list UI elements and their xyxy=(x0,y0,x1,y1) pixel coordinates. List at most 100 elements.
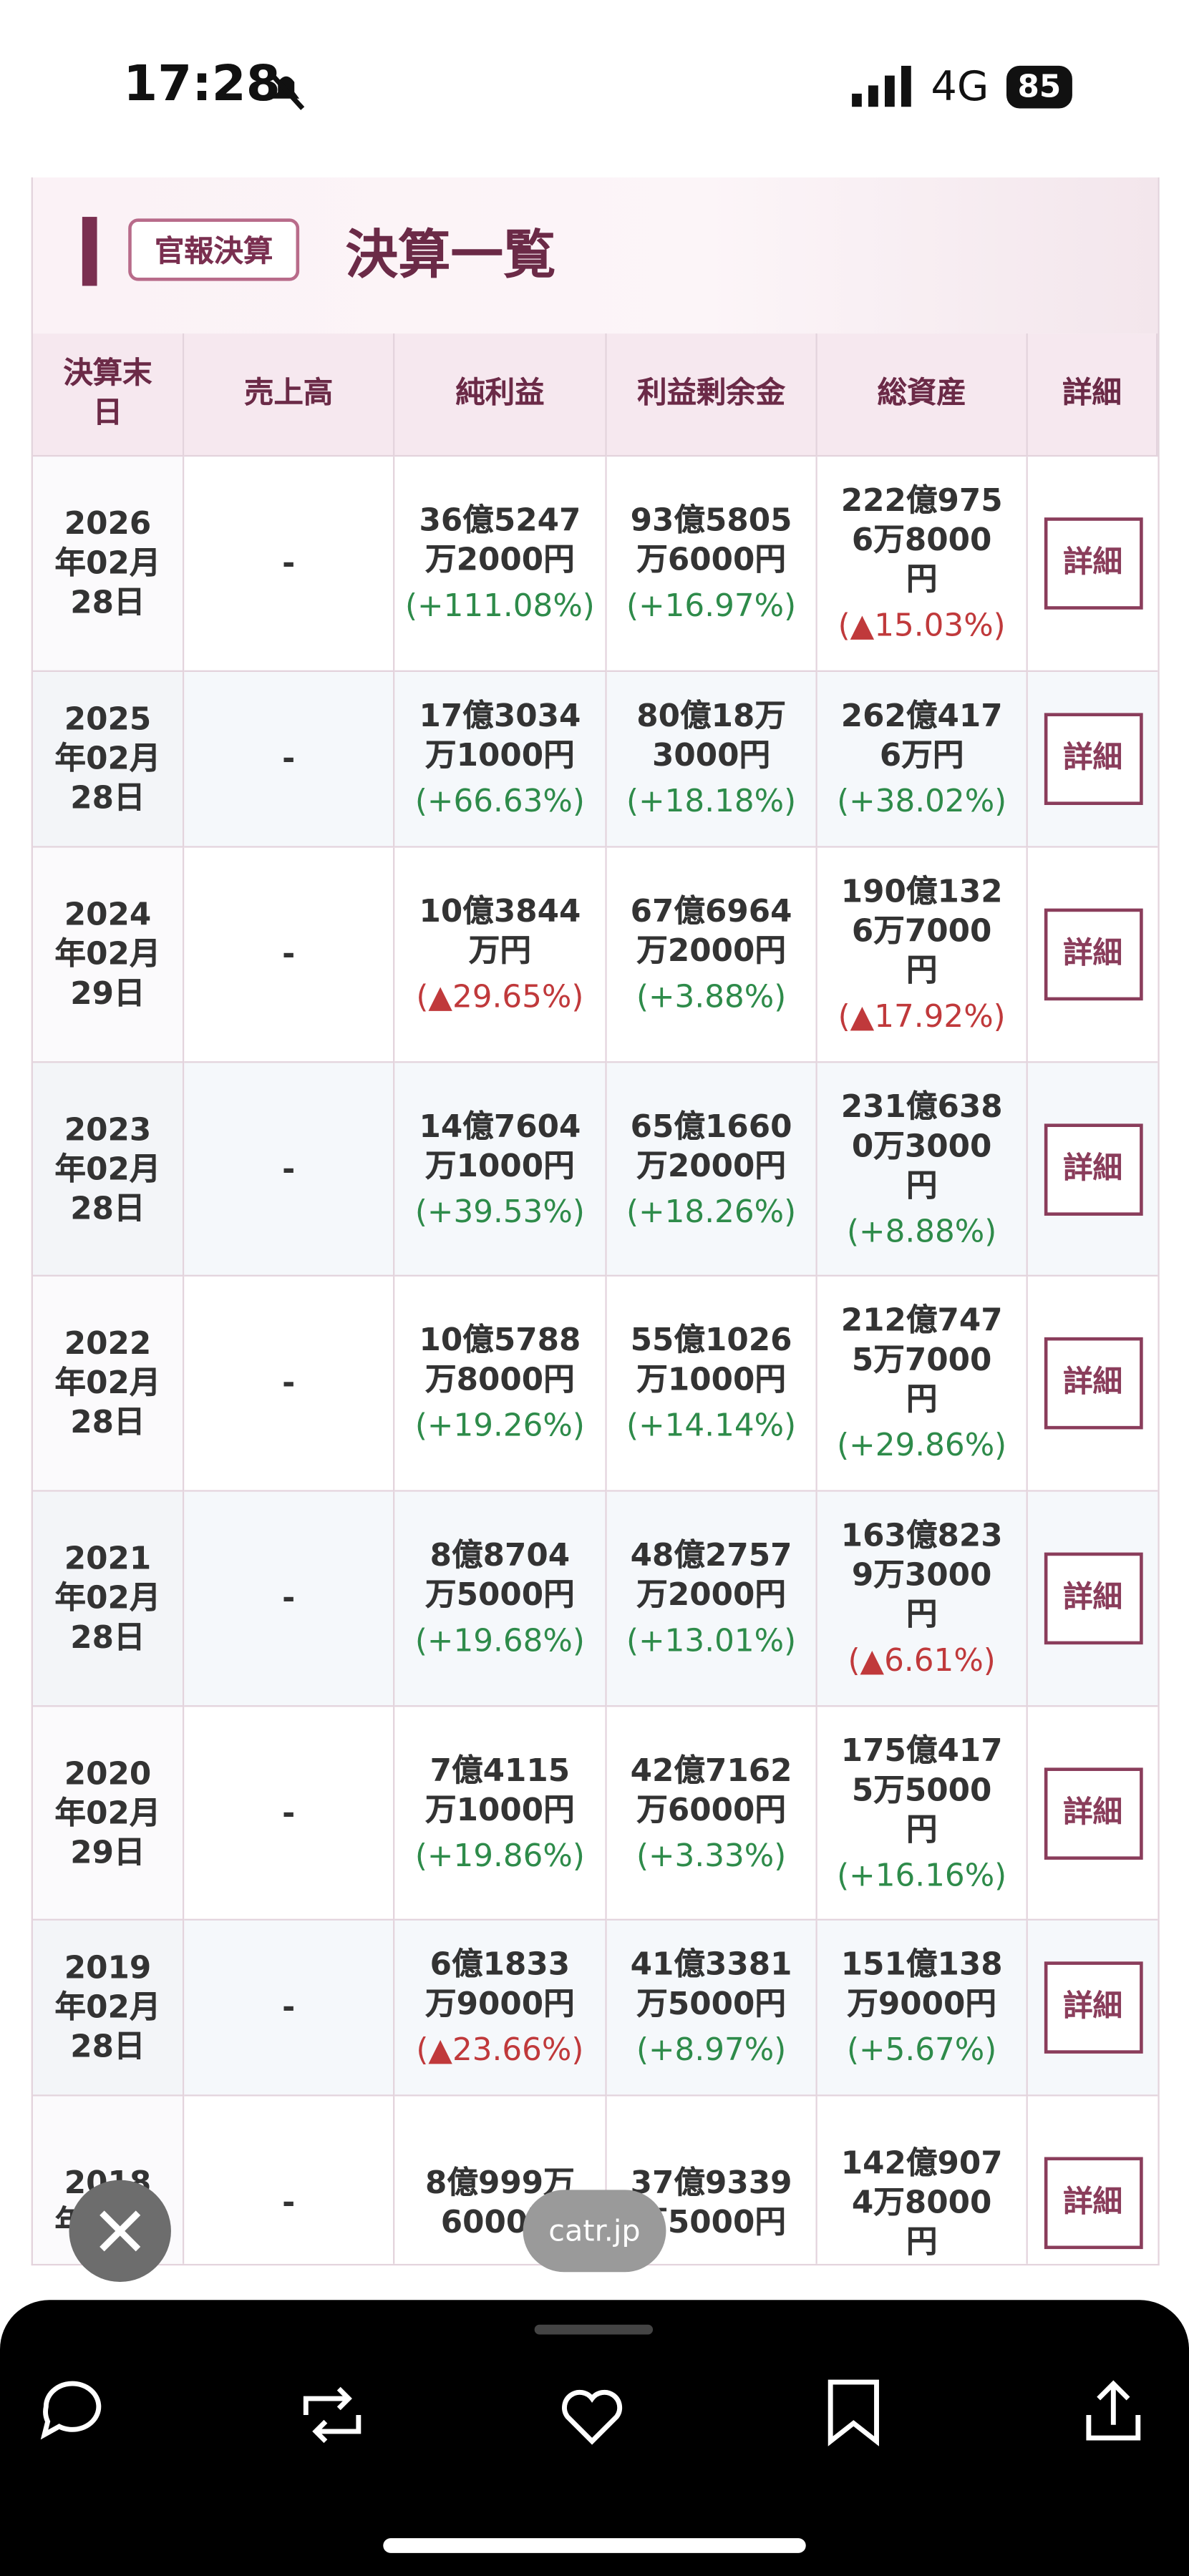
header-cell: 総資産 xyxy=(817,333,1028,457)
amount-line: 円 xyxy=(906,562,938,598)
sales-cell: - xyxy=(184,1491,395,1707)
amount-line: 17億3034 xyxy=(419,698,581,735)
change-rate: (+19.68%) xyxy=(414,1623,585,1659)
detail-button[interactable]: 詳細 xyxy=(1043,1767,1142,1859)
amount-line: 80億18万 xyxy=(636,698,787,735)
detail-button[interactable]: 詳細 xyxy=(1043,2156,1142,2248)
amount-line: 万1000円 xyxy=(424,1791,575,1828)
status-bar: 17:28 4G 85 xyxy=(0,0,1189,177)
date-line: 28日 xyxy=(70,1404,145,1441)
sales-cell: - xyxy=(184,1707,395,1921)
detail-button[interactable]: 詳細 xyxy=(1043,713,1142,805)
date-line: 年02月 xyxy=(54,1365,161,1402)
change-rate: (+38.02%) xyxy=(837,784,1007,820)
amount-line: 65億1660 xyxy=(630,1108,792,1145)
amount-line: 10億5788 xyxy=(419,1322,581,1359)
amount-cell: 67億6964 万2000円 (+3.88%) xyxy=(606,847,817,1063)
sales-cell: - xyxy=(184,1276,395,1492)
close-icon xyxy=(100,2210,141,2252)
amount-line: 3000円 xyxy=(652,737,771,774)
amount-cell: 142億907 4万8000 円 xyxy=(817,2096,1028,2264)
site-pill[interactable]: catr.jp xyxy=(523,2190,666,2273)
change-rate: (+8.88%) xyxy=(847,1213,997,1250)
sales-cell: - xyxy=(184,1063,395,1277)
amount-line: 万6000円 xyxy=(636,542,787,579)
amount-line: 万1000円 xyxy=(636,1362,787,1398)
change-rate: (+3.88%) xyxy=(636,979,787,1015)
amount-cell: 190億132 6万7000 円 (▲17.92%) xyxy=(817,847,1028,1063)
date-line: 年02月 xyxy=(54,1580,161,1617)
detail-button[interactable]: 詳細 xyxy=(1043,1961,1142,2054)
sales-value: - xyxy=(282,1580,296,1617)
change-rate: (▲6.61%) xyxy=(848,1642,996,1679)
date-line: 28日 xyxy=(70,1619,145,1657)
change-rate: (▲23.66%) xyxy=(416,2032,584,2069)
amount-line: 万9000円 xyxy=(424,1986,575,2023)
amount-cell: 48億2757 万2000円 (+13.01%) xyxy=(606,1491,817,1707)
date-line: 2019 xyxy=(64,1950,152,1986)
amount-cell: 231億638 0万3000 円 (+8.88%) xyxy=(817,1063,1028,1277)
change-rate: (+19.86%) xyxy=(414,1837,585,1874)
amount-line: 262億417 xyxy=(840,698,1003,735)
amount-cell: 41億3381 万5000円 (+8.97%) xyxy=(606,1920,817,2097)
amount-line: 212億747 xyxy=(840,1302,1003,1340)
amount-line: 万2000円 xyxy=(636,1577,787,1614)
date-line: 2024 xyxy=(64,897,152,934)
amount-line: 8億8704 xyxy=(430,1537,571,1574)
change-rate: (+14.14%) xyxy=(626,1407,797,1445)
date-line: 年02月 xyxy=(54,1795,161,1831)
amount-line: 48億2757 xyxy=(630,1537,792,1574)
close-button[interactable] xyxy=(69,2180,171,2283)
amount-line: 6万円 xyxy=(879,737,964,774)
header-text: 利益剰余金 xyxy=(637,376,786,411)
amount-line: 万1000円 xyxy=(424,1147,575,1184)
date-cell: 2026 年02月 28日 xyxy=(32,457,185,673)
battery: 85 xyxy=(1006,65,1072,109)
detail-cell: 詳細 xyxy=(1027,457,1158,673)
accent-bar xyxy=(82,217,97,286)
detail-button[interactable]: 詳細 xyxy=(1043,1337,1142,1430)
date-cell: 2022 年02月 28日 xyxy=(32,1276,185,1492)
detail-button[interactable]: 詳細 xyxy=(1043,1123,1142,1215)
sales-value: - xyxy=(282,545,296,582)
detail-button[interactable]: 詳細 xyxy=(1043,908,1142,1001)
amount-line: 円 xyxy=(906,1167,938,1204)
amount-line: 万8000円 xyxy=(424,1362,575,1398)
amount-line: 万6000円 xyxy=(636,1791,787,1828)
sales-cell: - xyxy=(184,847,395,1063)
change-rate: (+19.26%) xyxy=(414,1407,585,1445)
date-line: 28日 xyxy=(70,2029,145,2065)
date-cell: 2019 年02月 28日 xyxy=(32,1920,185,2097)
amount-line: 6万8000 xyxy=(851,522,992,559)
detail-button[interactable]: 詳細 xyxy=(1043,1552,1142,1645)
detail-cell: 詳細 xyxy=(1027,1276,1158,1492)
change-rate: (+5.67%) xyxy=(847,2032,997,2069)
sales-cell: - xyxy=(184,2096,395,2264)
action-icons[interactable] xyxy=(0,2366,1189,2464)
amount-line: 231億638 xyxy=(840,1088,1003,1125)
signal-icon xyxy=(852,65,911,107)
change-rate: (+13.01%) xyxy=(626,1623,797,1659)
amount-cell: 17億3034 万1000円 (+66.63%) xyxy=(394,672,607,848)
amount-cell: 262億417 6万円 (+38.02%) xyxy=(817,672,1028,848)
date-line: 年02月 xyxy=(54,1989,161,2026)
action-bar xyxy=(0,2300,1189,2576)
section-header: 官報決算 決算一覧 xyxy=(32,177,1158,334)
amount-line: 142億907 xyxy=(840,2145,1003,2181)
change-rate: (+16.16%) xyxy=(837,1857,1007,1894)
date-cell: 2024 年02月 29日 xyxy=(32,847,185,1063)
time: 17:28 xyxy=(123,56,281,114)
amount-cell: 7億4115 万1000円 (+19.86%) xyxy=(394,1707,607,1921)
amount-line: 163億823 xyxy=(840,1518,1003,1554)
amount-cell: 10億3844 万円 (▲29.65%) xyxy=(394,847,607,1063)
amount-line: 190億132 xyxy=(840,874,1003,910)
detail-button[interactable]: 詳細 xyxy=(1043,517,1142,610)
amount-line: 222億975 xyxy=(840,482,1003,519)
header-cell: 詳細 xyxy=(1027,333,1158,457)
amount-line: 万2000円 xyxy=(636,933,787,970)
amount-line: 7億4115 xyxy=(430,1752,571,1789)
amount-line: 36億5247 xyxy=(419,502,581,540)
amount-line: 41億3381 xyxy=(630,1946,792,1984)
change-rate: (▲15.03%) xyxy=(838,608,1006,644)
amount-cell: 175億417 5万5000 円 (+16.16%) xyxy=(817,1707,1028,1921)
